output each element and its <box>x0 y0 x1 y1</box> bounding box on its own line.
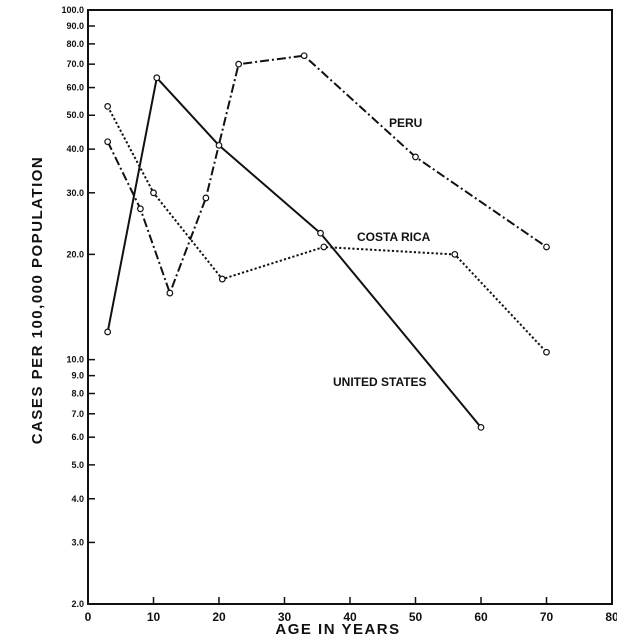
y-tick-label: 8.0 <box>71 389 84 399</box>
data-point-costa-rica <box>451 250 459 258</box>
series-label-peru: PERU <box>389 116 422 130</box>
data-point-peru <box>235 60 243 68</box>
y-tick-label: 3.0 <box>71 537 84 547</box>
data-point-peru <box>104 138 112 146</box>
y-tick-label: 6.0 <box>71 432 84 442</box>
y-tick-label: 60.0 <box>66 83 84 93</box>
y-tick-label: 2.0 <box>71 599 84 609</box>
series-lines <box>106 54 548 429</box>
x-tick-label: 60 <box>474 610 488 624</box>
plot-frame <box>87 9 613 605</box>
x-axis-title: AGE IN YEARS <box>275 621 400 638</box>
x-tick-label: 30 <box>278 610 292 624</box>
data-point-united-states <box>477 423 485 431</box>
data-point-united-states <box>153 74 161 82</box>
y-tick-label: 80.0 <box>66 39 84 49</box>
data-point-costa-rica <box>320 243 328 251</box>
data-point-united-states <box>317 229 324 237</box>
y-tick-label: 30.0 <box>66 188 84 198</box>
series-line-peru <box>106 54 548 295</box>
y-tick-label: 100.0 <box>61 5 84 15</box>
data-point-costa-rica <box>543 348 550 356</box>
x-tick-label: 10 <box>147 610 161 624</box>
x-tick-label: 0 <box>85 610 92 624</box>
x-axis-ticks: 0 10 20 30 40 50 60 70 80 <box>85 597 617 624</box>
data-point-peru <box>543 243 550 251</box>
data-point-peru <box>166 289 174 297</box>
y-tick-label: 40.0 <box>66 144 84 154</box>
y-axis-ticks: 100.0 90.0 80.0 70.0 60.0 50.0 40.0 30.0 20.0 10.… <box>61 5 95 609</box>
y-tick-label: 9.0 <box>71 371 84 381</box>
x-tick-label: 50 <box>409 610 423 624</box>
data-point-costa-rica <box>218 275 226 283</box>
y-tick-label: 90.0 <box>66 21 84 31</box>
series-label-costa-rica: COSTA RICA <box>357 230 431 244</box>
series-line-costa-rica <box>106 105 548 353</box>
x-tick-label: 70 <box>540 610 554 624</box>
y-axis-title: CASES PER 100,000 POPULATION <box>29 156 46 444</box>
x-tick-label: 40 <box>343 610 357 624</box>
y-tick-label: 4.0 <box>71 494 84 504</box>
series-label-united-states: UNITED STATES <box>333 375 427 389</box>
y-tick-label: 50.0 <box>66 110 84 120</box>
data-point-peru <box>412 153 419 161</box>
y-tick-label: 10.0 <box>66 355 84 365</box>
x-tick-label: 20 <box>212 610 226 624</box>
data-point-peru <box>202 194 210 202</box>
y-tick-label: 70.0 <box>66 59 84 69</box>
y-tick-label: 7.0 <box>71 409 84 419</box>
data-point-costa-rica <box>104 102 112 110</box>
data-point-costa-rica <box>150 189 157 197</box>
data-point-peru <box>136 205 144 213</box>
y-tick-label: 5.0 <box>71 460 84 470</box>
y-tick-label: 20.0 <box>66 249 84 259</box>
data-point-united-states <box>215 141 223 149</box>
data-point-united-states <box>104 328 112 336</box>
data-point-peru <box>300 52 308 60</box>
series-markers <box>104 52 550 431</box>
x-tick-label: 80 <box>605 610 617 624</box>
